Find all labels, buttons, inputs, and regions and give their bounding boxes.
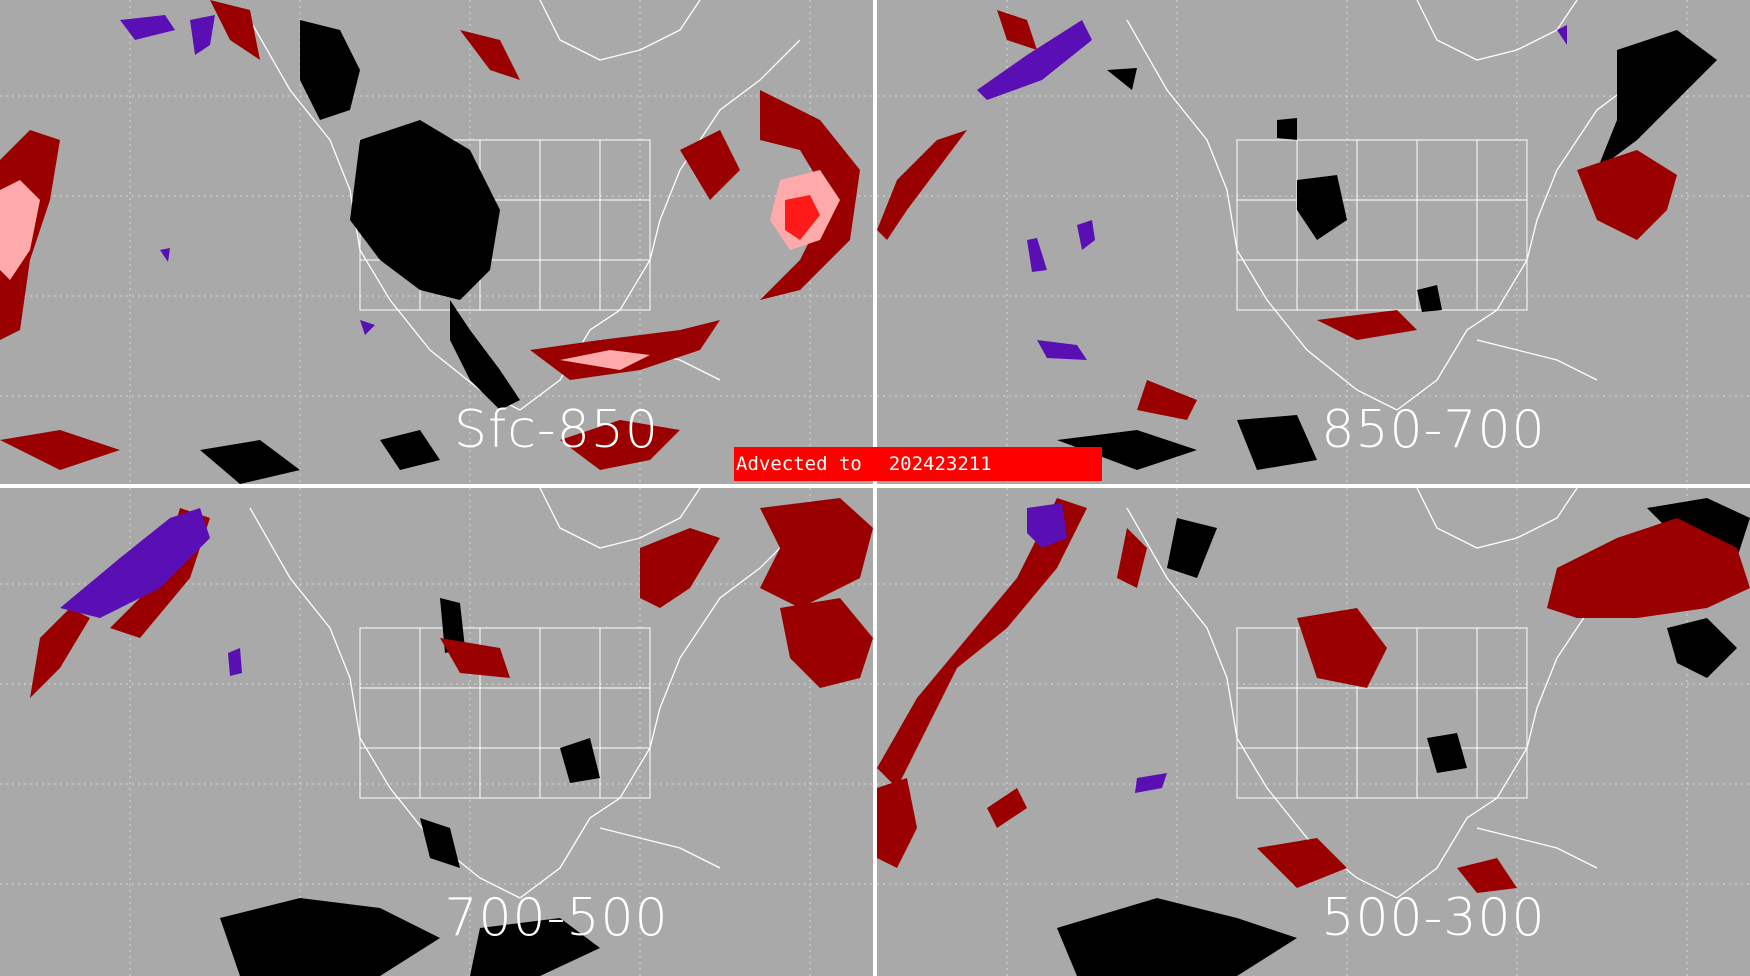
moisture-black <box>1057 498 1750 976</box>
map-canvas <box>0 0 873 484</box>
advection-prefix: Advected to <box>736 453 862 475</box>
moisture-purple <box>60 508 242 676</box>
map-panel-500-300: 500-300 <box>877 488 1750 976</box>
moisture-purple <box>120 15 375 335</box>
moisture-bright-red <box>785 195 820 240</box>
layer-label: 500-300 <box>1321 888 1546 948</box>
moisture-dark-red <box>877 10 1677 420</box>
map-canvas <box>877 488 1750 976</box>
lat-lon-grid <box>0 0 873 484</box>
map-canvas <box>877 0 1750 484</box>
moisture-black <box>200 20 520 484</box>
moisture-purple <box>1027 503 1167 793</box>
map-panel-sfc-850: Sfc-850 <box>0 0 873 484</box>
moisture-purple <box>977 20 1567 360</box>
layer-label: Sfc-850 <box>454 400 659 460</box>
horizontal-divider <box>0 484 1750 488</box>
moisture-dark-red <box>30 498 873 698</box>
map-canvas <box>0 488 873 976</box>
advection-time-banner: Advected to 202423211 <box>734 447 1102 481</box>
coastlines <box>249 488 801 899</box>
map-panel-850-700: 850-700 <box>877 0 1750 484</box>
moisture-dark-red <box>877 498 1750 893</box>
vertical-divider <box>873 0 877 976</box>
layer-label: 700-500 <box>444 888 669 948</box>
moisture-black <box>1057 30 1717 470</box>
advection-time: 202423211 <box>888 453 992 475</box>
state-borders <box>1236 139 1528 311</box>
state-borders <box>359 627 651 799</box>
moisture-black <box>220 598 600 976</box>
layer-label: 850-700 <box>1321 400 1546 460</box>
map-panel-700-500: 700-500 <box>0 488 873 976</box>
